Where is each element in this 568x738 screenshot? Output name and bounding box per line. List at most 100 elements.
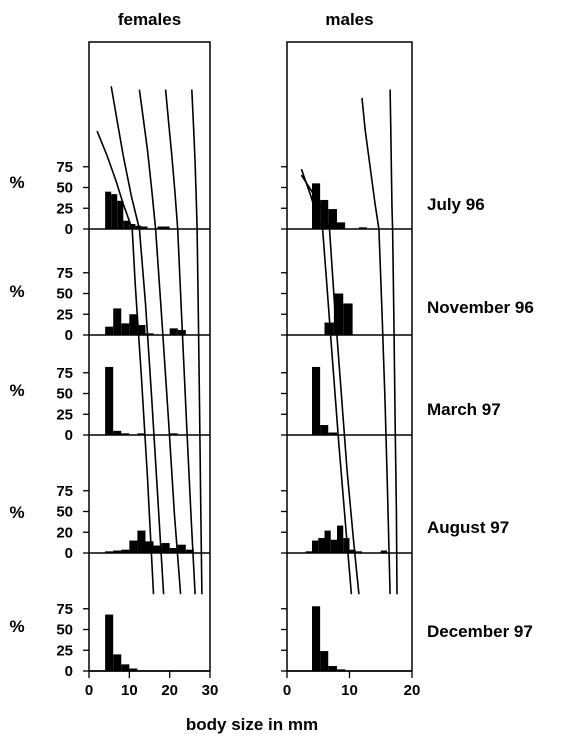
ytick-label-row0-0: 0 (65, 221, 73, 238)
bar-females-row0-1 (111, 194, 118, 229)
bar-females-row1-1 (113, 308, 122, 335)
ytick-label-row4-2: 50 (56, 622, 73, 639)
bar-females-row1-2 (121, 323, 130, 335)
growth-curve-females-4 (191, 89, 203, 595)
ytick-label-row4-0: 0 (65, 663, 73, 680)
bar-males-row0-2 (328, 209, 337, 229)
ytick-label-row0-2: 50 (56, 180, 73, 197)
ytick-label-row1-3: 75 (56, 265, 73, 282)
growth-curve-females-0 (96, 130, 155, 595)
bar-males-row1-1 (333, 293, 344, 335)
growth-curve-males-2 (361, 97, 391, 595)
bar-males-row3-7 (349, 549, 356, 553)
xtick-label-males-1: 10 (341, 682, 358, 699)
bar-females-row1-4 (137, 325, 146, 335)
xtick-label-females-2: 20 (161, 682, 178, 699)
bar-females-row3-1 (113, 550, 122, 553)
bar-males-row3-3 (324, 530, 331, 553)
bar-females-row2-0 (105, 366, 114, 435)
panel-title-males: males (325, 10, 373, 29)
ytick-label-row2-3: 75 (56, 365, 73, 382)
bar-females-row3-10 (185, 549, 194, 553)
bar-females-row2-3 (137, 433, 146, 435)
row-label-2: March 97 (427, 400, 501, 419)
growth-curve-males-3 (389, 89, 398, 595)
xtick-label-females-1: 10 (121, 682, 138, 699)
bar-males-row2-0 (312, 366, 321, 435)
ytick-label-row3-2: 50 (56, 504, 73, 521)
row-label-0: July 96 (427, 195, 485, 214)
bar-males-row3-6 (343, 538, 350, 553)
bar-females-row0-7 (157, 226, 164, 229)
ytick-label-row2-1: 25 (56, 406, 73, 423)
ytick-label-row1-0: 0 (65, 327, 73, 344)
bar-females-row2-4 (169, 433, 178, 435)
ytick-label-row0-3: 75 (56, 159, 73, 176)
bar-males-row3-5 (337, 525, 344, 553)
bar-females-row4-3 (129, 668, 138, 671)
bar-males-row3-0 (305, 551, 312, 553)
bar-females-row3-6 (153, 545, 162, 553)
bar-females-row3-0 (105, 551, 114, 553)
bar-males-row3-9 (380, 550, 387, 553)
bar-females-row2-2 (121, 433, 130, 435)
bar-females-row0-6 (141, 226, 148, 229)
bar-males-row3-2 (318, 538, 325, 553)
bar-males-row4-3 (337, 669, 346, 671)
x-axis-label: body size in mm (186, 715, 318, 734)
bar-males-row1-0 (324, 322, 334, 335)
bar-females-row4-1 (113, 654, 122, 671)
bar-females-row0-0 (105, 191, 112, 229)
bar-females-row3-5 (145, 541, 154, 553)
ytick-label-row1-1: 25 (56, 306, 73, 323)
bar-females-row0-4 (129, 224, 136, 229)
bar-females-row4-0 (105, 614, 114, 671)
xtick-label-females-0: 0 (85, 682, 93, 699)
bar-females-row3-9 (177, 544, 186, 553)
bar-males-row3-1 (312, 540, 319, 553)
bar-males-row0-0 (312, 183, 321, 229)
bar-females-row3-2 (121, 549, 130, 553)
bar-females-row4-2 (121, 664, 130, 671)
bar-females-row3-3 (129, 540, 138, 553)
ytick-label-row3-1: 20 (56, 524, 73, 541)
ylabel-percent-row4: % (9, 617, 24, 636)
bar-females-row1-0 (105, 326, 114, 335)
bar-males-row0-3 (337, 222, 346, 229)
bar-males-row3-8 (355, 551, 362, 553)
ytick-label-row1-2: 50 (56, 286, 73, 303)
ytick-label-row3-0: 0 (65, 545, 73, 562)
ylabel-percent-row2: % (9, 381, 24, 400)
bar-males-row3-4 (330, 539, 337, 553)
bar-females-row0-8 (163, 226, 170, 229)
ylabel-percent-row0: % (9, 173, 24, 192)
bar-females-row3-4 (137, 530, 146, 553)
row-label-1: November 96 (427, 298, 534, 317)
bar-males-row0-4 (358, 227, 367, 229)
bar-females-row1-5 (145, 333, 154, 335)
ylabel-percent-row1: % (9, 282, 24, 301)
bar-females-row0-3 (123, 220, 130, 229)
xtick-label-females-3: 30 (202, 682, 219, 699)
xtick-label-males-2: 20 (404, 682, 421, 699)
ytick-label-row3-3: 75 (56, 483, 73, 500)
bar-males-row4-0 (312, 606, 321, 671)
xtick-label-males-0: 0 (283, 682, 291, 699)
bar-females-row3-7 (161, 543, 170, 553)
bar-females-row0-2 (117, 200, 124, 229)
growth-curve-males-1 (300, 174, 360, 595)
ytick-label-row4-1: 25 (56, 642, 73, 659)
bar-males-row2-1 (320, 425, 329, 435)
bar-males-row4-2 (328, 666, 337, 671)
ytick-label-row2-2: 50 (56, 386, 73, 403)
row-label-3: August 97 (427, 518, 509, 537)
growth-curve-females-3 (164, 89, 196, 595)
growth-curve-females-2 (138, 89, 182, 595)
panel-title-females: females (118, 10, 181, 29)
row-label-4: December 97 (427, 622, 533, 641)
bar-females-row3-8 (169, 548, 178, 553)
ytick-label-row4-3: 75 (56, 601, 73, 618)
bar-females-row1-3 (129, 314, 138, 335)
bar-males-row4-1 (320, 651, 329, 671)
